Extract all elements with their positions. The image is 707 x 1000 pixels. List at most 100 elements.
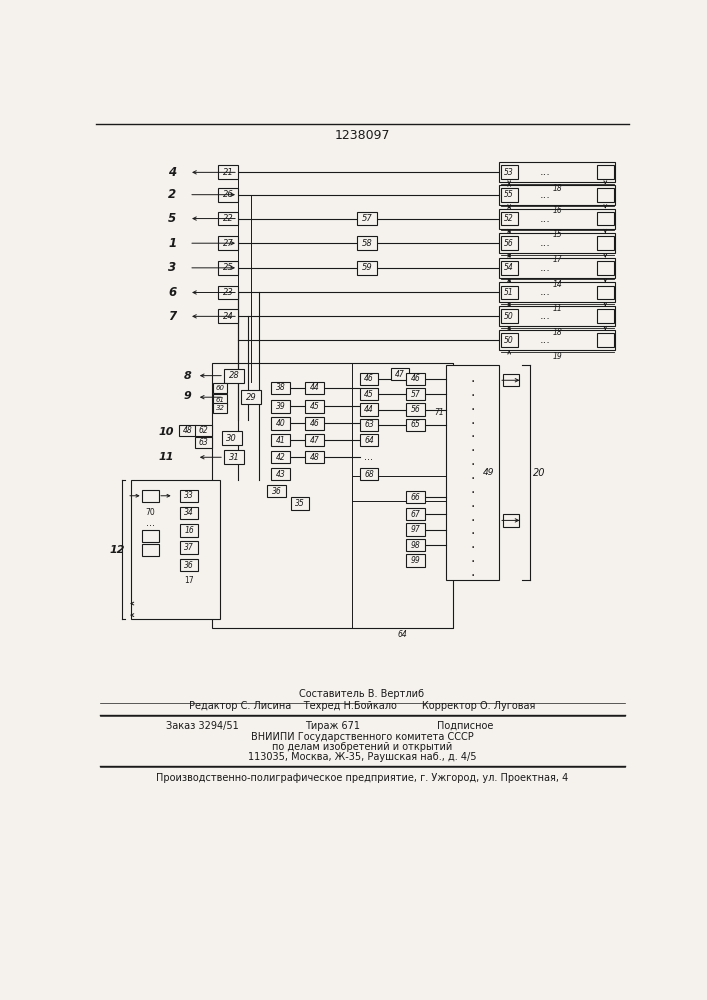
Text: 15: 15 xyxy=(552,230,562,239)
Text: 62: 62 xyxy=(198,426,208,435)
Bar xyxy=(499,209,615,229)
Text: Подписное: Подписное xyxy=(437,721,493,731)
Text: .: . xyxy=(471,454,475,468)
Text: 53: 53 xyxy=(504,168,514,177)
Text: 8: 8 xyxy=(184,371,192,381)
Text: Производственно-полиграфическое предприятие, г. Ужгород, ул. Проектная, 4: Производственно-полиграфическое предприя… xyxy=(156,773,568,783)
Text: 39: 39 xyxy=(276,402,286,411)
Text: ...: ... xyxy=(539,335,550,345)
Bar xyxy=(597,212,614,225)
Bar xyxy=(224,450,244,464)
Text: 23: 23 xyxy=(223,288,233,297)
Text: 21: 21 xyxy=(223,168,233,177)
Text: 3: 3 xyxy=(168,261,176,274)
Text: 32: 32 xyxy=(216,405,225,411)
Text: 56: 56 xyxy=(504,239,514,248)
Text: 5: 5 xyxy=(168,212,176,225)
Text: .: . xyxy=(471,551,475,565)
Bar xyxy=(406,403,425,416)
Bar xyxy=(406,373,425,385)
Text: 49: 49 xyxy=(482,468,494,477)
Bar xyxy=(360,434,378,446)
Text: 64: 64 xyxy=(364,436,374,445)
Text: .: . xyxy=(471,385,475,399)
Text: 19: 19 xyxy=(552,352,562,361)
Bar xyxy=(406,523,425,536)
Text: 36: 36 xyxy=(185,561,194,570)
Text: 43: 43 xyxy=(276,470,286,479)
Bar xyxy=(597,165,614,179)
Text: .: . xyxy=(471,537,475,551)
Text: .: . xyxy=(471,510,475,524)
Text: 67: 67 xyxy=(411,510,420,519)
Text: 34: 34 xyxy=(185,508,194,517)
Bar xyxy=(305,417,324,430)
Bar xyxy=(218,286,238,299)
Bar xyxy=(271,434,290,446)
Text: 44: 44 xyxy=(364,405,374,414)
Text: 4: 4 xyxy=(168,166,176,179)
Text: 70: 70 xyxy=(146,508,156,517)
Bar xyxy=(271,417,290,430)
Bar xyxy=(352,363,452,501)
Text: ...: ... xyxy=(539,167,550,177)
Bar xyxy=(501,165,518,179)
Text: .: . xyxy=(471,371,475,385)
Bar xyxy=(446,365,499,580)
Text: ...: ... xyxy=(539,238,550,248)
Text: .: . xyxy=(471,496,475,510)
Text: 52: 52 xyxy=(504,214,514,223)
Bar xyxy=(597,261,614,275)
Bar xyxy=(131,480,220,619)
Bar xyxy=(501,286,518,299)
Text: 16: 16 xyxy=(552,206,562,215)
Text: 10: 10 xyxy=(158,427,174,437)
Text: 9: 9 xyxy=(184,391,192,401)
Text: 42: 42 xyxy=(276,453,286,462)
Text: ...: ... xyxy=(539,311,550,321)
Text: .: . xyxy=(471,399,475,413)
Text: 65: 65 xyxy=(411,420,420,429)
Text: 99: 99 xyxy=(411,556,420,565)
Bar xyxy=(499,233,615,253)
Bar xyxy=(224,369,244,383)
Text: 40: 40 xyxy=(276,419,286,428)
Bar xyxy=(305,400,324,413)
Bar xyxy=(391,368,409,380)
Text: Тираж 671: Тираж 671 xyxy=(305,721,361,731)
Bar xyxy=(406,539,425,551)
Bar xyxy=(501,188,518,202)
Text: ...: ... xyxy=(539,287,550,297)
Bar xyxy=(305,434,324,446)
Bar xyxy=(218,261,238,275)
Text: 17: 17 xyxy=(185,576,194,585)
Text: 55: 55 xyxy=(504,190,514,199)
Bar xyxy=(501,261,518,275)
Bar xyxy=(179,425,196,436)
Text: Составитель В. Вертлиб: Составитель В. Вертлиб xyxy=(299,689,424,699)
Text: ...: ... xyxy=(539,190,550,200)
Bar xyxy=(291,497,309,510)
Text: .: . xyxy=(471,413,475,427)
Text: 12: 12 xyxy=(110,545,125,555)
Text: 45: 45 xyxy=(364,390,374,399)
Text: 35: 35 xyxy=(295,499,305,508)
Bar xyxy=(194,425,211,436)
Text: .: . xyxy=(471,426,475,440)
Text: 22: 22 xyxy=(223,214,233,223)
Bar xyxy=(180,559,199,571)
Text: 59: 59 xyxy=(362,263,373,272)
Text: 18: 18 xyxy=(552,184,562,193)
Text: 47: 47 xyxy=(310,436,320,445)
Bar xyxy=(357,261,378,275)
Bar xyxy=(142,490,159,502)
Bar xyxy=(142,530,159,542)
Text: 27: 27 xyxy=(223,239,233,248)
Text: 37: 37 xyxy=(185,543,194,552)
Bar xyxy=(271,468,290,480)
Text: 50: 50 xyxy=(504,336,514,345)
Bar xyxy=(213,383,227,393)
Bar xyxy=(597,236,614,250)
Text: .: . xyxy=(471,440,475,454)
Text: 38: 38 xyxy=(276,383,286,392)
